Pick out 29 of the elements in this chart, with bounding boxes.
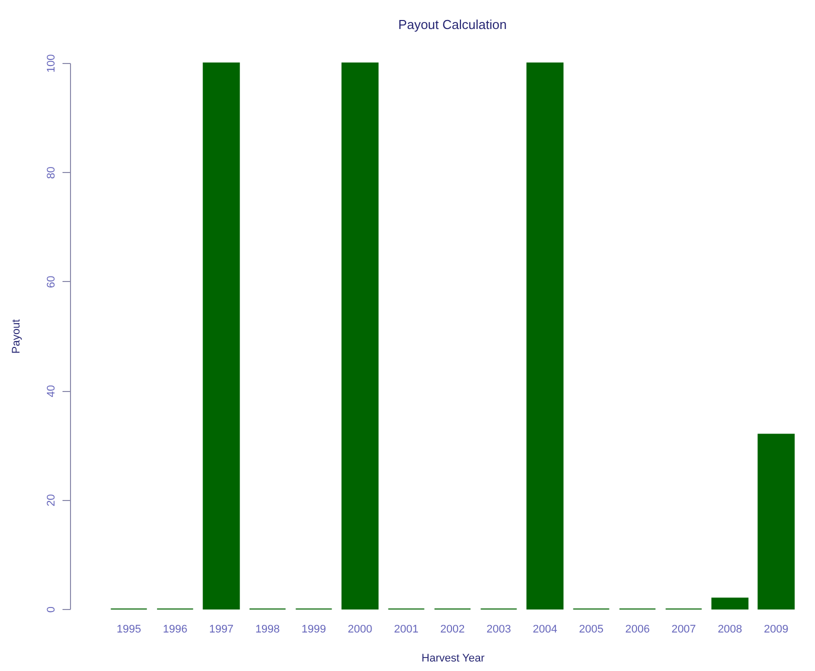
bar bbox=[341, 62, 379, 610]
y-tick-label: 80 bbox=[46, 166, 58, 179]
x-tick-label: 1995 bbox=[116, 624, 142, 636]
bar bbox=[202, 62, 240, 610]
x-axis-title: Harvest Year bbox=[422, 652, 485, 664]
x-tick-label: 2003 bbox=[486, 624, 511, 636]
x-tick-label: 2004 bbox=[532, 624, 558, 636]
y-tick-label: 0 bbox=[46, 606, 58, 613]
x-tick-label: 2001 bbox=[394, 624, 419, 636]
x-tick-label: 2006 bbox=[625, 624, 650, 636]
bar bbox=[758, 434, 795, 610]
x-tick-label: 1998 bbox=[255, 624, 280, 636]
x-tick-label: 1999 bbox=[302, 624, 326, 636]
x-tick-label: 2000 bbox=[348, 624, 372, 636]
x-tick-label: 2008 bbox=[718, 624, 742, 636]
bar bbox=[526, 62, 564, 610]
x-tick-label: 1997 bbox=[209, 624, 234, 636]
y-tick-label: 60 bbox=[46, 276, 58, 288]
y-tick-label: 40 bbox=[46, 384, 58, 398]
y-axis-title: Payout bbox=[10, 319, 22, 354]
x-tick-label: 2002 bbox=[440, 624, 465, 636]
x-tick-label: 2009 bbox=[764, 624, 788, 636]
y-tick-label: 20 bbox=[46, 494, 58, 506]
bar bbox=[711, 598, 748, 610]
chart-title: Payout Calculation bbox=[398, 16, 507, 32]
x-tick-label: 2005 bbox=[578, 624, 604, 636]
x-tick-label: 1996 bbox=[162, 624, 188, 636]
y-tick-label: 100 bbox=[46, 54, 58, 73]
x-tick-label: 2007 bbox=[671, 624, 696, 636]
